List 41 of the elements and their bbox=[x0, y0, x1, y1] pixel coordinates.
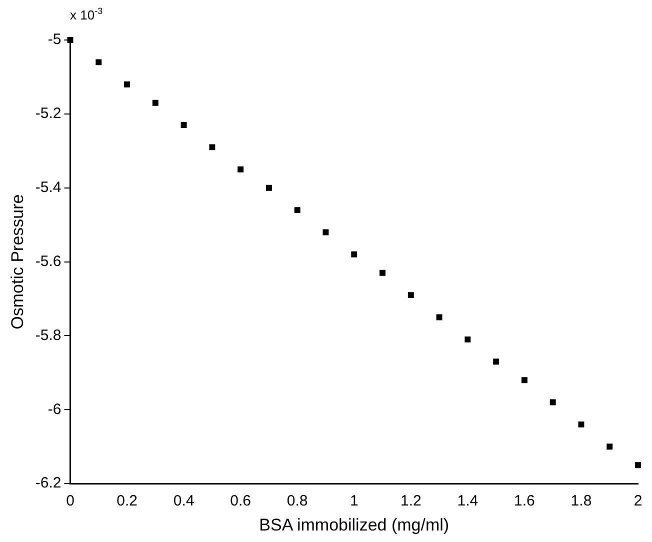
point bbox=[606, 444, 613, 450]
point bbox=[578, 421, 584, 428]
y-tick-label: -6.2 bbox=[35, 474, 62, 492]
point bbox=[238, 166, 244, 172]
point bbox=[124, 81, 130, 88]
x-tick-label: 0.6 bbox=[230, 492, 252, 510]
point bbox=[67, 37, 74, 43]
x-tick-label: 0.4 bbox=[173, 492, 194, 510]
x-tick-label: 2 bbox=[634, 492, 642, 510]
point bbox=[266, 184, 272, 191]
point bbox=[294, 207, 300, 214]
y-tick-label: -5 bbox=[48, 31, 62, 48]
y-tick-label: -5.4 bbox=[35, 179, 62, 196]
y-tick-label: -5.8 bbox=[35, 326, 62, 344]
x-tick-label: 1.2 bbox=[400, 492, 422, 510]
x-tick-label: 1 bbox=[350, 492, 358, 510]
point bbox=[408, 292, 414, 298]
point bbox=[635, 462, 641, 468]
point bbox=[436, 314, 442, 320]
x-tick-label: 0 bbox=[66, 492, 74, 510]
point bbox=[380, 270, 386, 276]
y-axis-title: Osmotic Pressure bbox=[8, 194, 27, 330]
text: x 10$^{-3}$ bbox=[70, 6, 103, 22]
point bbox=[351, 251, 358, 258]
point bbox=[152, 100, 158, 106]
point bbox=[209, 144, 216, 150]
point bbox=[464, 336, 471, 342]
point bbox=[521, 377, 528, 384]
x-tick-label: 1.6 bbox=[514, 492, 535, 510]
x-tick-label: 0.8 bbox=[286, 492, 308, 510]
y-tick-label: -5.2 bbox=[35, 105, 62, 122]
x-tick-label: 0.2 bbox=[116, 492, 138, 510]
point bbox=[96, 59, 102, 66]
y-tick-label: -6 bbox=[48, 400, 62, 418]
x-tick-label: 1.4 bbox=[457, 492, 478, 510]
point bbox=[550, 399, 556, 406]
point bbox=[180, 122, 187, 128]
x-axis-title: BSA immobilized (mg/ml) bbox=[259, 515, 450, 534]
y-tick-label: -5.6 bbox=[35, 252, 62, 270]
x-tick-label: 1.8 bbox=[570, 492, 592, 510]
point bbox=[493, 358, 500, 365]
